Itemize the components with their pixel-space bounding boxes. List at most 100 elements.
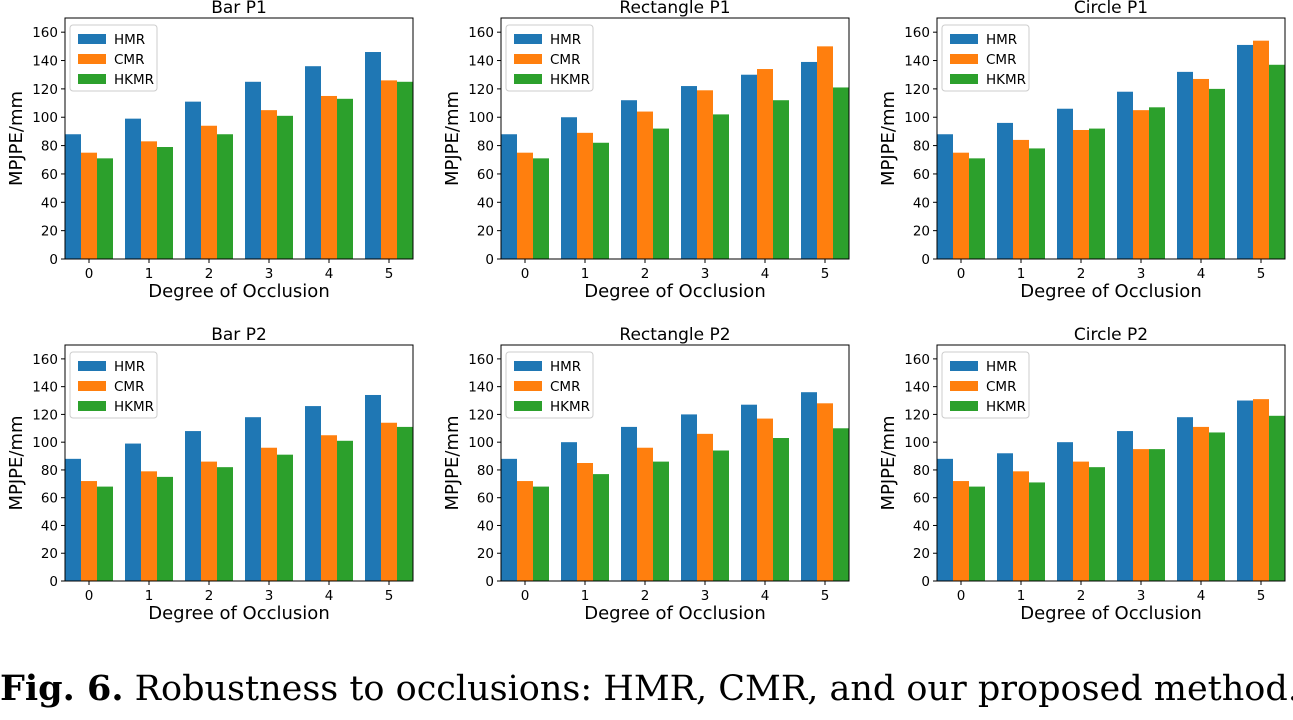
- bar-cmr-2: [201, 125, 217, 260]
- y-tick-label: 60: [913, 491, 930, 507]
- chart-title: Rectangle P2: [619, 325, 730, 345]
- y-tick-label: 20: [913, 546, 930, 562]
- y-tick-label: 140: [32, 54, 58, 70]
- y-tick-label: 140: [904, 380, 930, 396]
- bar-hmr-1: [561, 442, 577, 581]
- y-tick-label: 80: [477, 463, 494, 479]
- bar-hmr-3: [681, 414, 697, 581]
- bar-hkmr-1: [593, 142, 609, 259]
- bar-hkmr-0: [97, 486, 113, 581]
- plot-frame: [500, 344, 850, 582]
- legend-swatch-hkmr: [950, 74, 978, 84]
- bar-hmr-1: [561, 117, 577, 260]
- bar-hmr-0: [65, 134, 81, 259]
- y-tick-label: 160: [32, 25, 58, 41]
- y-tick-label: 100: [904, 435, 930, 451]
- bar-hkmr-3: [1149, 449, 1165, 581]
- y-tick-label: 80: [913, 139, 930, 155]
- bar-cmr-1: [141, 141, 157, 259]
- x-tick-label: 3: [265, 266, 274, 282]
- legend-swatch-hmr: [514, 34, 542, 44]
- bar-hmr-0: [501, 458, 517, 581]
- bar-cmr-5: [817, 46, 833, 259]
- bar-hmr-2: [621, 100, 637, 259]
- y-tick-label: 60: [41, 491, 58, 507]
- bar-hkmr-4: [773, 438, 789, 581]
- x-tick-label: 2: [205, 588, 214, 604]
- bar-cmr-2: [1073, 461, 1089, 581]
- legend: HMR CMR HKMR: [505, 24, 594, 92]
- legend-swatch-hmr: [78, 34, 106, 44]
- y-tick-label: 80: [477, 139, 494, 155]
- y-tick-label: 0: [921, 252, 930, 268]
- bar-hmr-0: [65, 458, 81, 581]
- y-tick-label: 120: [468, 82, 494, 98]
- bar-cmr-1: [1013, 139, 1029, 259]
- plot-frame: [64, 344, 414, 582]
- bar-hmr-5: [801, 61, 817, 260]
- legend-label-hmr: HMR: [114, 32, 145, 48]
- y-tick-label: 160: [32, 352, 58, 368]
- y-tick-label: 0: [921, 574, 930, 590]
- bar-hmr-4: [741, 404, 757, 581]
- x-tick-label: 4: [761, 588, 770, 604]
- legend-label-hmr: HMR: [114, 359, 145, 375]
- y-tick-label: 100: [904, 110, 930, 126]
- figure-caption: Fig. 6. Robustness to occlusions: HMR, C…: [0, 668, 1293, 709]
- bar-hmr-2: [1057, 108, 1073, 259]
- y-tick-label: 160: [904, 352, 930, 368]
- y-tick-label: 100: [32, 435, 58, 451]
- bar-cmr-5: [381, 422, 397, 581]
- bar-hkmr-5: [1269, 415, 1285, 581]
- chart-panel-1: 0 20 40 60 80 100 120 140 160 0 1 2 3 4 5 Bar P1 Degree …: [6, 0, 414, 302]
- legend: HMR CMR HKMR: [505, 351, 594, 419]
- bar-hmr-4: [1177, 71, 1193, 260]
- x-tick-label: 5: [1257, 266, 1266, 282]
- x-tick-label: 1: [145, 588, 154, 604]
- x-tick-label: 4: [761, 266, 770, 282]
- legend-swatch-hkmr: [78, 74, 106, 84]
- legend-label-cmr: CMR: [114, 52, 144, 68]
- bar-hkmr-5: [397, 426, 413, 581]
- legend-swatch-hmr: [78, 361, 106, 371]
- y-tick-label: 80: [41, 139, 58, 155]
- legend-swatch-hmr: [950, 34, 978, 44]
- x-tick-label: 5: [385, 266, 394, 282]
- x-tick-label: 3: [1137, 588, 1146, 604]
- y-tick-label: 0: [49, 252, 58, 268]
- y-tick-label: 20: [477, 224, 494, 240]
- bar-cmr-3: [261, 447, 277, 581]
- legend-label-hkmr: HKMR: [114, 399, 154, 415]
- bar-hmr-0: [501, 134, 517, 259]
- legend-swatch-hkmr: [514, 401, 542, 411]
- legend-label-cmr: CMR: [550, 379, 580, 395]
- y-tick-label: 40: [41, 195, 58, 211]
- y-tick-label: 40: [41, 518, 58, 534]
- bar-cmr-4: [1193, 78, 1209, 260]
- y-tick-label: 60: [913, 167, 930, 183]
- bar-cmr-1: [141, 471, 157, 581]
- bar-cmr-3: [261, 110, 277, 260]
- bar-cmr-4: [1193, 426, 1209, 581]
- legend-label-hmr: HMR: [550, 32, 581, 48]
- x-axis-label: Degree of Occlusion: [584, 281, 765, 302]
- y-tick-label: 140: [468, 380, 494, 396]
- legend-label-hkmr: HKMR: [550, 399, 590, 415]
- x-tick-label: 4: [1197, 266, 1206, 282]
- x-tick-label: 3: [265, 588, 274, 604]
- caption-label: Fig. 6.: [0, 668, 124, 709]
- bar-cmr-0: [953, 481, 969, 581]
- bar-hmr-1: [997, 122, 1013, 259]
- bar-cmr-0: [953, 152, 969, 259]
- bar-hmr-2: [185, 101, 201, 259]
- bar-hmr-1: [997, 453, 1013, 581]
- bar-cmr-3: [1133, 449, 1149, 581]
- legend-label-hmr: HMR: [986, 32, 1017, 48]
- x-tick-label: 2: [1077, 588, 1086, 604]
- bar-hkmr-3: [277, 454, 293, 581]
- y-tick-label: 40: [477, 518, 494, 534]
- legend: HMR CMR HKMR: [941, 351, 1030, 419]
- legend-label-hmr: HMR: [986, 359, 1017, 375]
- x-tick-label: 5: [821, 588, 830, 604]
- bar-cmr-4: [321, 435, 337, 581]
